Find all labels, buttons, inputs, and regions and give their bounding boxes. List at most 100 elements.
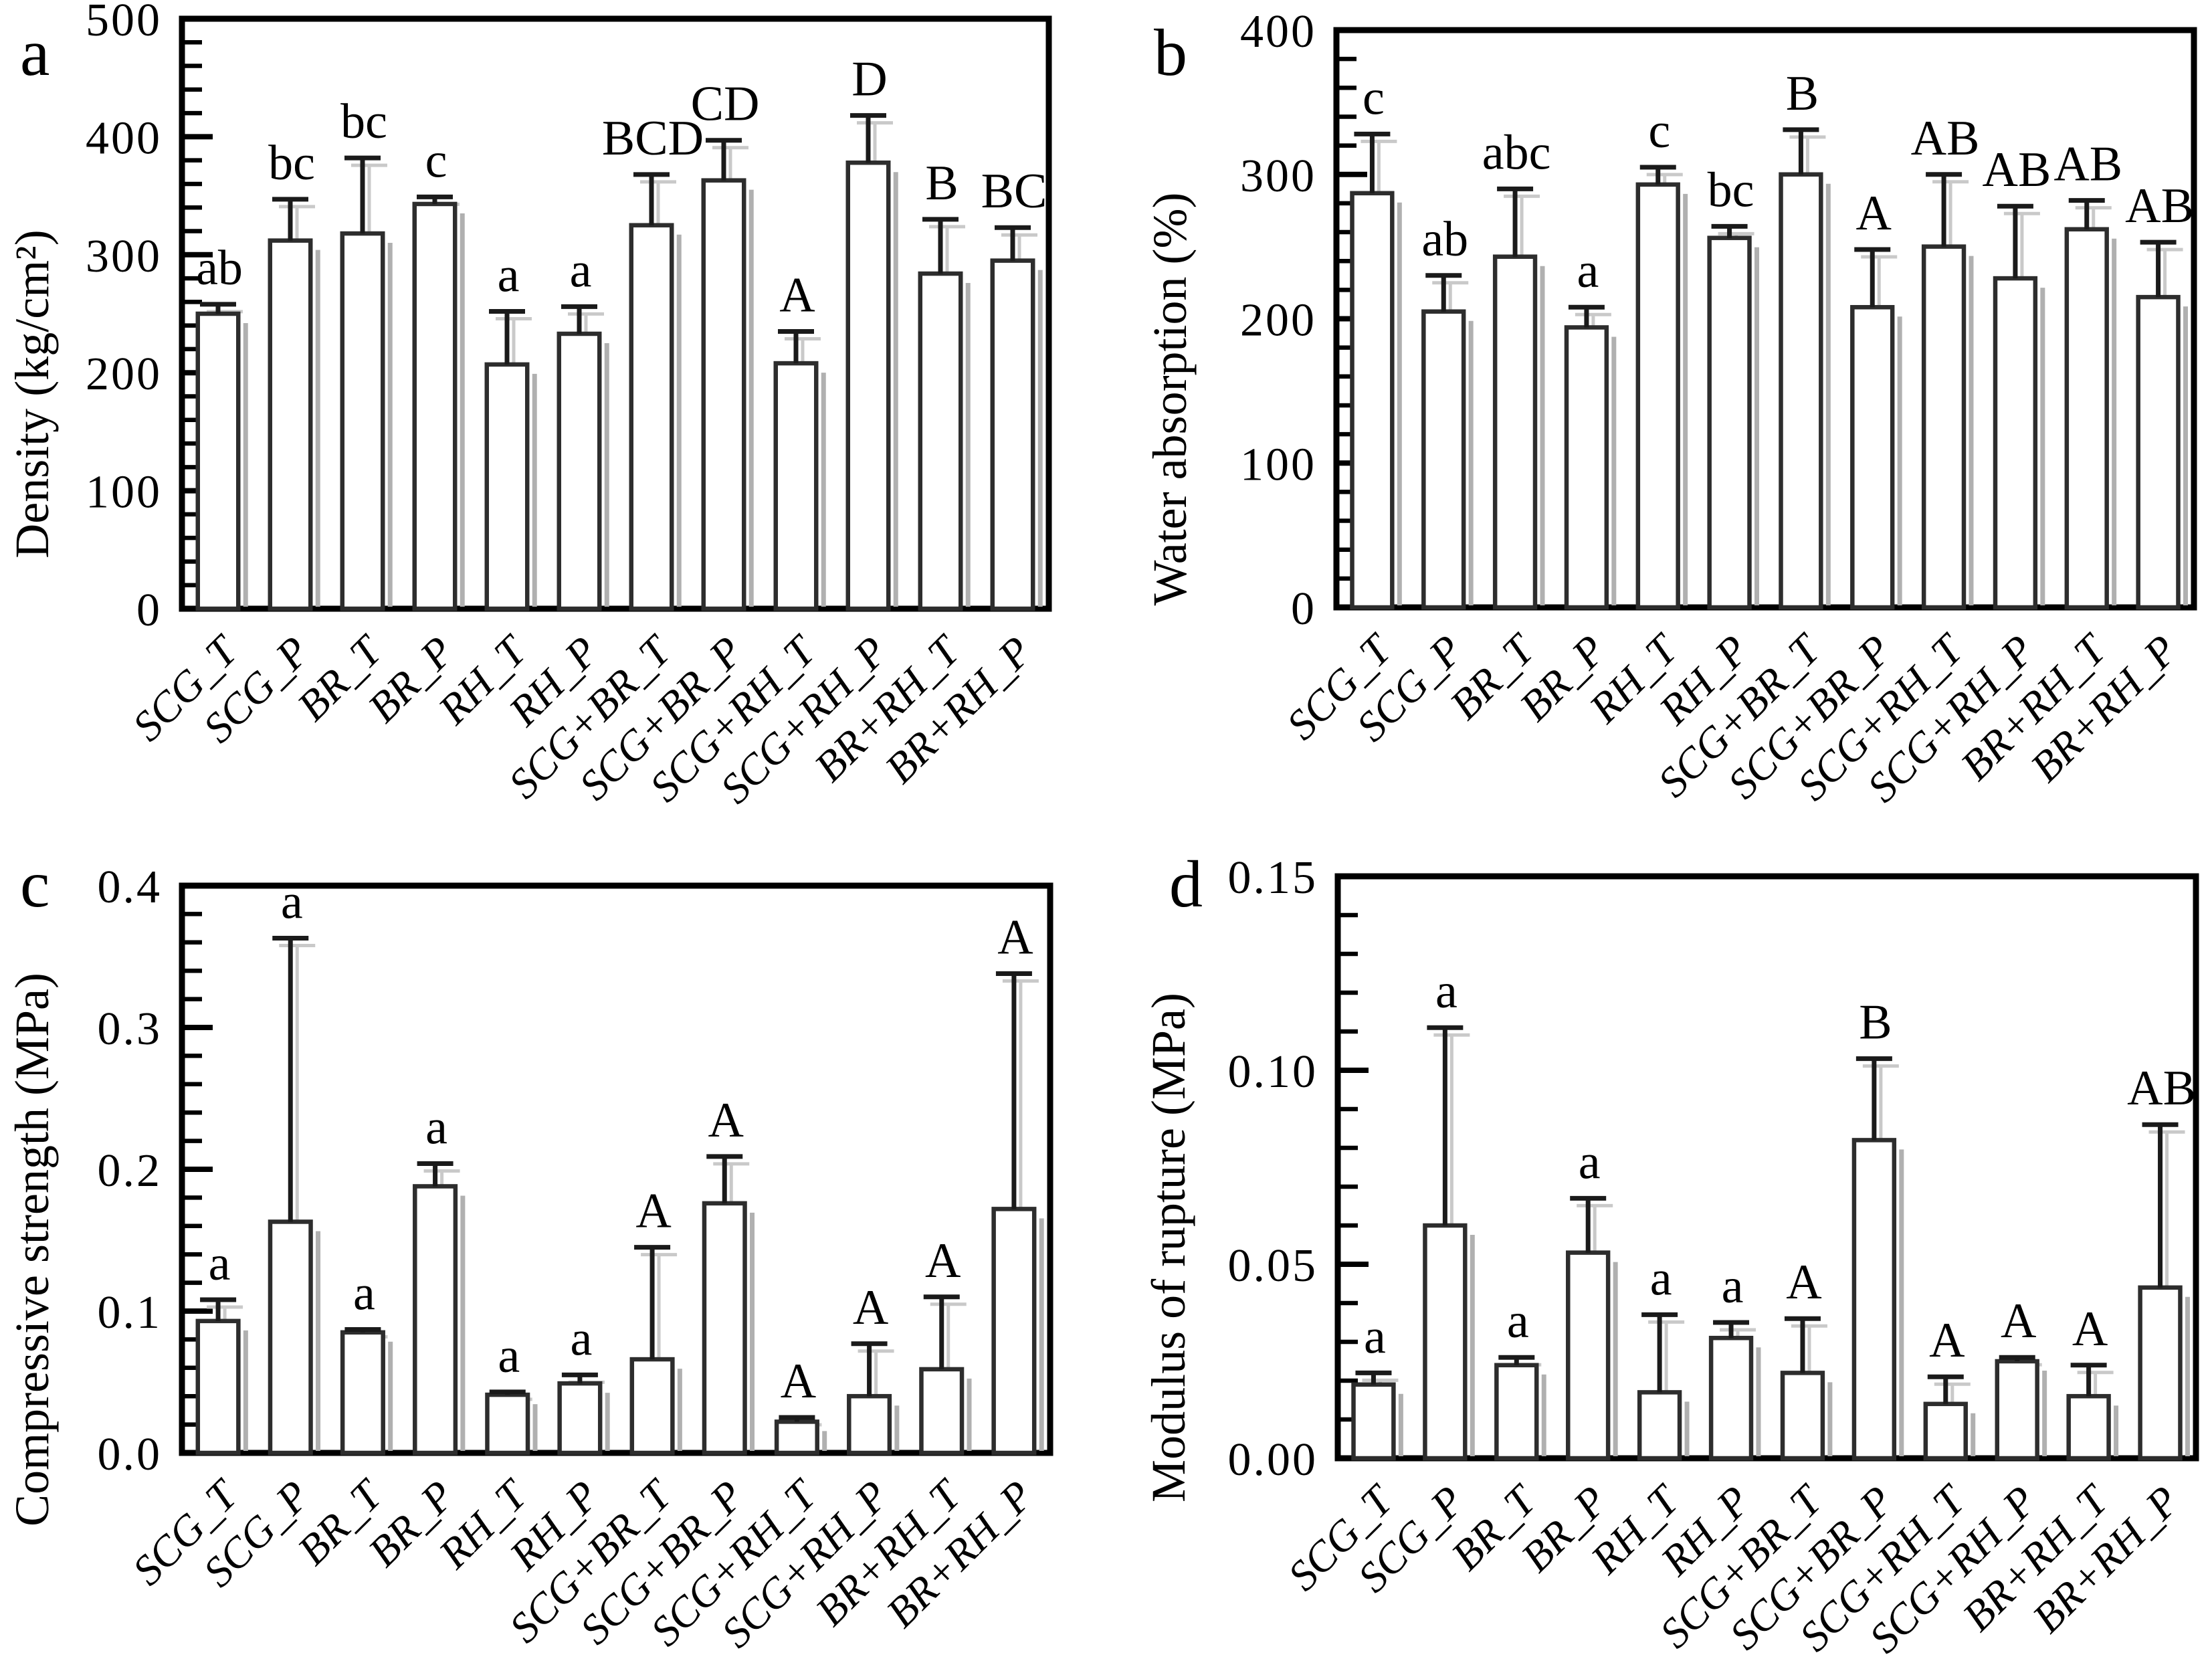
significance-letter: BCD (602, 111, 704, 166)
bar (340, 1330, 385, 1456)
y-tick-label: 400 (86, 112, 162, 164)
significance-letter: A (2072, 1302, 2108, 1357)
bar (195, 1318, 241, 1456)
significance-letter: AB (2125, 179, 2194, 233)
bar (2064, 227, 2109, 610)
y-axis-label: Compressive strength (MPa) (5, 973, 59, 1526)
significance-letter: a (498, 248, 520, 302)
significance-letter: ab (1421, 212, 1468, 267)
bar (1851, 1138, 1897, 1461)
bar (340, 231, 385, 611)
bar (1708, 1335, 1754, 1461)
significance-letter: bc (340, 94, 387, 149)
panel-b: 0 100 200 300 400 c SCG_T ab SCG_P abc BR_T a BR_P c R… (1106, 0, 2212, 840)
bar (2136, 294, 2181, 610)
significance-letter: a (1650, 1251, 1672, 1306)
y-tick-label: 0.10 (1228, 1046, 1318, 1098)
significance-letter: bc (268, 136, 315, 191)
significance-letter: a (1579, 1134, 1601, 1189)
bar (773, 361, 819, 611)
y-axis-label: Water absorption (%) (1143, 193, 1197, 606)
significance-letter: A (1856, 186, 1892, 241)
y-tick-label: 0 (136, 585, 162, 636)
significance-letter: AB (1983, 142, 2051, 197)
bar (1995, 1359, 2039, 1461)
y-tick-label: 200 (1240, 295, 1316, 347)
significance-letter: A (779, 268, 815, 322)
bar (1993, 276, 2038, 610)
significance-letter: A (2001, 1294, 2036, 1349)
bar (1707, 235, 1752, 610)
bar (847, 1393, 892, 1456)
bar (919, 1367, 965, 1456)
significance-letter: c (1648, 104, 1670, 159)
y-tick-label: 100 (86, 467, 162, 518)
y-tick-label: 500 (86, 0, 162, 46)
y-tick-label: 0.2 (98, 1145, 163, 1197)
significance-letter: A (781, 1354, 816, 1409)
y-tick-label: 0.05 (1228, 1240, 1318, 1292)
plot-box (179, 882, 1053, 1456)
significance-letter: AB (2053, 137, 2122, 192)
bar (412, 201, 458, 611)
significance-letter: a (1577, 243, 1599, 298)
significance-letter: a (1364, 1309, 1386, 1364)
bar (1564, 325, 1609, 610)
panel-letter: d (1169, 847, 1203, 921)
significance-letter: a (209, 1236, 231, 1291)
y-tick-label: 0.3 (98, 1003, 163, 1055)
plot-box (179, 15, 1052, 612)
bar (1780, 1371, 1825, 1461)
bar (845, 160, 891, 611)
significance-letter: AB (1911, 111, 1980, 166)
bar (1921, 244, 1967, 610)
y-tick-label: 0.00 (1228, 1434, 1318, 1486)
plot-box (1334, 873, 2199, 1462)
bar (1421, 309, 1466, 610)
y-tick-label: 0.4 (98, 862, 163, 913)
bar (774, 1419, 819, 1456)
bar (557, 1381, 603, 1456)
significance-letter: A (997, 910, 1033, 965)
bar (702, 1201, 747, 1456)
panel-a: 0 100 200 300 400 500 ab SCG_T bc SCG_P bc BR_T c BR_… (0, 0, 1106, 840)
y-tick-label: 200 (86, 349, 162, 400)
bar (2138, 1285, 2183, 1461)
significance-letter: A (853, 1280, 888, 1335)
significance-letter: c (1363, 70, 1385, 125)
panel-d-chart: 0.000.050.100.15aSCG_TaSCG_PaBR_TaBR_PaR… (1142, 847, 2199, 1662)
bar (1850, 304, 1895, 610)
panel-letter: a (20, 15, 49, 90)
y-tick-label: 0.15 (1228, 852, 1318, 904)
panel-d: 0.00 0.05 0.10 0.15 a SCG_T a SCG_P a BR_T a BR_P a R… (1106, 840, 2212, 1679)
significance-letter: a (1435, 964, 1457, 1019)
significance-letter: a (425, 1100, 447, 1155)
significance-letter: abc (1482, 125, 1551, 180)
panel-letter: b (1154, 15, 1187, 90)
significance-letter: a (498, 1328, 520, 1383)
bar (629, 1357, 675, 1456)
panel-letter: c (20, 847, 49, 921)
significance-letter: B (925, 156, 958, 211)
significance-letter: A (1786, 1255, 1821, 1310)
bar (990, 258, 1035, 611)
significance-letter: A (925, 1233, 961, 1288)
bar (991, 1207, 1037, 1456)
bar (1492, 254, 1538, 610)
bar (1350, 191, 1395, 610)
significance-letter: bc (1708, 163, 1754, 217)
bar (195, 311, 241, 611)
significance-letter: a (570, 243, 592, 298)
significance-letter: BC (981, 164, 1047, 219)
bar (2066, 1393, 2111, 1461)
panel-c: 0.0 0.1 0.2 0.3 0.4 a SCG_T a SCG_P a BR_T a BR_P a RH… (0, 840, 1106, 1679)
significance-letter: a (1722, 1259, 1744, 1314)
significance-letter: c (425, 133, 447, 188)
bar (1635, 182, 1680, 610)
plot-box (1333, 27, 2197, 611)
significance-letter: a (353, 1266, 375, 1321)
y-tick-label: 0 (1291, 583, 1316, 635)
significance-letter: A (1929, 1313, 1965, 1368)
bar (1351, 1382, 1396, 1461)
y-tick-label: 0.0 (98, 1429, 163, 1480)
